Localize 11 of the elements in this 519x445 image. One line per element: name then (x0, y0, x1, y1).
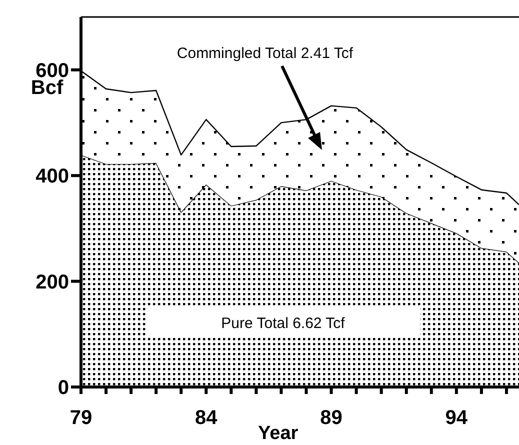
y-axis-title: Bcf (30, 76, 64, 99)
annotation: Commingled Total 2.41 Tcf (176, 45, 354, 62)
annotation: Pure Total 6.62 Tcf (221, 315, 346, 332)
x-tick-label: 84 (195, 407, 218, 430)
x-tick-label: 89 (320, 407, 342, 430)
x-tick-label: 94 (445, 407, 468, 430)
x-tick-label: 79 (70, 407, 92, 430)
y-tick-label: 200 (36, 271, 69, 294)
x-axis-title: Year (258, 423, 299, 444)
y-tick-label: 400 (36, 166, 69, 188)
y-tick-label: 0 (58, 377, 69, 400)
